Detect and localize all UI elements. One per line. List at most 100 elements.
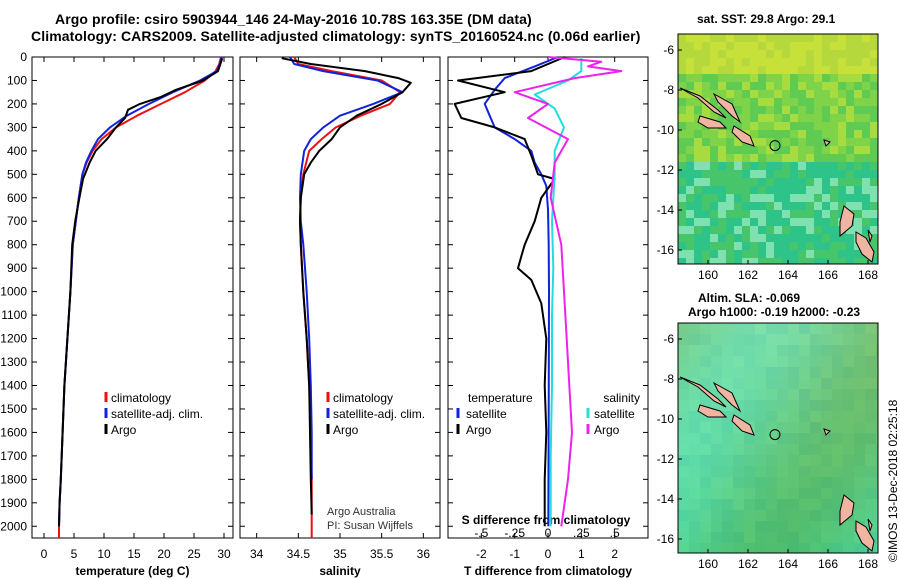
map-cell [750,106,758,114]
map-cell [733,543,744,553]
map-cell [798,58,806,66]
map-cell [755,334,766,345]
map-cell [726,218,734,226]
map-cell [694,234,702,242]
title-line-2: Climatology: CARS2009. Satellite-adjuste… [31,28,641,44]
map-cell [750,178,758,186]
map-cell [694,162,702,170]
sst-map-y-tick-label-1: -8 [663,83,674,97]
temperature-x-tick-label-5: 25 [187,547,201,561]
map-cell [832,532,843,543]
map-cell [766,323,777,334]
map-cell [843,323,854,334]
map-cell [718,66,726,74]
map-cell [788,422,799,433]
map-cell [806,162,814,170]
map-cell [718,106,726,114]
map-cell [734,194,742,202]
sla-map-island-6 [855,520,875,552]
map-cell [862,74,870,82]
map-cell [726,250,734,258]
map-cell [821,433,832,444]
diff-legend-temperature-header: temperature [468,391,533,405]
map-cell [755,389,766,400]
map-cell [876,444,878,455]
map-cell [832,411,843,422]
map-cell [830,210,838,218]
map-cell [710,250,718,258]
map-cell [777,422,788,433]
map-cell [876,466,878,477]
map-cell [758,218,766,226]
map-cell [755,433,766,444]
map-cell [734,50,742,58]
map-cell [876,532,878,543]
map-cell [782,146,790,154]
map-cell [788,345,799,356]
map-cell [700,488,711,499]
map-cell [788,488,799,499]
map-cell [733,334,744,345]
map-cell [678,210,686,218]
map-cell [678,34,686,42]
map-cell [744,323,755,334]
map-cell [758,98,766,106]
map-cell [700,389,711,400]
map-cell [777,411,788,422]
map-cell [854,499,865,510]
map-cell [876,356,878,367]
map-cell [710,234,718,242]
map-cell [726,50,734,58]
map-cell [766,210,774,218]
map-cell [755,400,766,411]
map-cell [806,42,814,50]
map-cell [821,411,832,422]
map-cell [750,42,758,50]
map-cell [742,162,750,170]
map-cell [821,510,832,521]
map-cell [821,488,832,499]
map-cell [854,455,865,466]
salinity-annotation-0: Argo Australia [327,506,396,518]
map-cell [854,510,865,521]
map-cell [790,58,798,66]
map-cell [782,226,790,234]
map-cell [744,543,755,553]
map-cell [862,114,870,122]
map-cell [865,400,876,411]
map-cell [758,90,766,98]
map-cell [686,82,694,90]
map-cell [694,258,702,264]
map-cell [689,543,700,553]
map-cell [774,178,782,186]
map-cell [814,258,822,264]
map-cell [711,400,722,411]
map-cell [777,334,788,345]
map-cell [788,444,799,455]
map-cell [766,389,777,400]
map-cell [821,466,832,477]
map-cell [755,444,766,455]
map-cell [726,202,734,210]
temperature-x-tick-label-1: 5 [71,547,78,561]
map-cell [758,34,766,42]
sst-map-island-2 [697,115,728,129]
map-cell [758,122,766,130]
map-cell [702,170,710,178]
map-cell [810,323,821,334]
map-cell [686,194,694,202]
map-cell [702,250,710,258]
map-cell [733,444,744,455]
map-cell [777,532,788,543]
map-cell [718,58,726,66]
temperature-frame [31,56,234,539]
map-cell [702,178,710,186]
map-cell [700,356,711,367]
map-cell [782,202,790,210]
map-cell [689,411,700,422]
map-cell [870,34,878,42]
map-cell [798,226,806,234]
map-cell [854,50,862,58]
map-cell [870,58,878,66]
map-cell [758,242,766,250]
